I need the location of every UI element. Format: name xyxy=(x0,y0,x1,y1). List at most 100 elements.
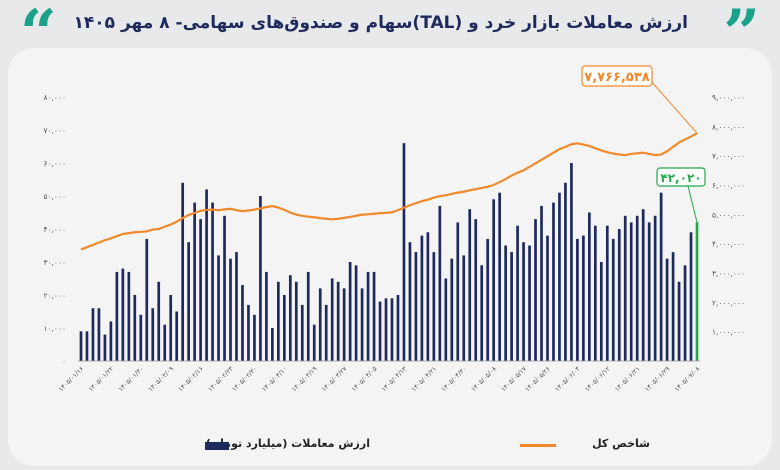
bar xyxy=(540,205,543,361)
bar xyxy=(641,209,645,361)
bar xyxy=(396,295,400,361)
x-tick-label: ۱۴۰۵/۰۴/۱۳ xyxy=(380,364,409,393)
chart-card xyxy=(8,48,772,466)
bar xyxy=(558,192,561,361)
x-tick-label: ۱۴۰۵/۰۴/۲۱ xyxy=(410,365,439,394)
bar xyxy=(474,219,478,361)
bar xyxy=(223,215,226,361)
bar xyxy=(378,301,382,361)
bar xyxy=(635,215,639,361)
x-tick-label: ۱۴۰۵/۰۵/۰۸ xyxy=(470,364,499,393)
bar xyxy=(306,271,310,361)
bar xyxy=(611,238,615,361)
bar xyxy=(193,202,196,361)
bar xyxy=(127,271,131,361)
x-tick-label: ۱۴۰۵/۰۷/۰۸ xyxy=(673,364,702,393)
y-left-tick-label: ۴۰,۰۰۰ xyxy=(43,225,66,234)
x-tick-label: ۱۴۰۵/۰۲/۱۶ xyxy=(177,365,206,394)
y-left-tick-label: ۶۰,۰۰۰ xyxy=(43,159,66,168)
bar xyxy=(462,255,466,361)
bar xyxy=(133,295,137,361)
bar xyxy=(480,265,484,361)
legend-bar-swatch xyxy=(205,442,229,450)
bar xyxy=(576,238,579,361)
y-right-tick-label: ۱,۰۰۰,۰۰۰ xyxy=(712,328,745,337)
bar xyxy=(139,314,143,361)
bar xyxy=(115,271,119,361)
bar xyxy=(235,252,238,361)
index-line xyxy=(80,132,698,251)
bar xyxy=(366,271,370,361)
bar xyxy=(288,275,292,361)
bar xyxy=(528,245,531,361)
bar xyxy=(271,328,274,361)
x-tick-label: ۱۴۰۵/۰۲/۰۹ xyxy=(147,364,176,393)
bar xyxy=(145,238,149,361)
bar xyxy=(504,245,507,361)
y-right-tick-label: ۹,۰۰۰,۰۰۰ xyxy=(712,93,745,102)
bar xyxy=(175,311,179,361)
x-tick-label: ۱۴۰۵/۰۱/۲۲ xyxy=(87,364,116,393)
bar xyxy=(91,308,95,361)
bar xyxy=(390,298,394,361)
bar xyxy=(510,252,513,361)
bar xyxy=(205,189,208,361)
bar xyxy=(617,229,621,361)
bar xyxy=(348,262,352,361)
x-tick-label: ۱۴۰۵/۰۶/۲۱ xyxy=(613,365,642,394)
legend-line-swatch xyxy=(520,444,556,447)
bar xyxy=(169,295,173,361)
bar xyxy=(103,334,107,361)
bar xyxy=(211,202,214,361)
bar xyxy=(384,298,388,361)
bar xyxy=(265,271,268,361)
y-right-tick-label: ۳,۰۰۰,۰۰۰ xyxy=(712,269,745,278)
legend-bar-label: ارزش معاملات (میلیارد تومان) xyxy=(205,437,370,450)
x-tick-label: ۱۴۰۵/۰۴/۳۰ xyxy=(440,365,469,394)
bar xyxy=(486,238,490,361)
bar-last xyxy=(695,222,699,361)
x-tick-label: ۱۴۰۵/۰۱/۳۰ xyxy=(117,365,146,394)
bar xyxy=(300,304,304,361)
bar xyxy=(689,232,693,361)
y-right-tick-label: ۸,۰۰۰,۰۰۰ xyxy=(712,122,745,131)
bar xyxy=(534,219,537,361)
y-left-tick-label: ۲۰,۰۰۰ xyxy=(43,291,66,300)
x-tick-label: ۱۴۰۵/۰۳/۱۰ xyxy=(260,365,289,394)
bar xyxy=(259,196,262,361)
x-tick-label: ۱۴۰۵/۰۵/۲۶ xyxy=(523,365,552,394)
bar xyxy=(181,182,185,361)
bar xyxy=(241,285,244,361)
bar xyxy=(593,225,597,361)
bar xyxy=(277,281,280,361)
bar xyxy=(599,262,603,361)
bar xyxy=(582,235,585,361)
x-tick-label: ۱۴۰۵/۰۲/۳۰ xyxy=(230,365,259,394)
index-callout-leader xyxy=(649,79,698,134)
bar xyxy=(247,304,250,361)
x-tick-label: ۱۴۰۵/۰۶/۰۴ xyxy=(553,364,582,393)
bar xyxy=(157,281,161,361)
bar xyxy=(336,281,340,361)
bar xyxy=(360,288,364,361)
x-tick-label: ۱۴۰۵/۰۳/۲۷ xyxy=(320,364,349,393)
y-left-tick-label: ۳۰,۰۰۰ xyxy=(43,258,66,267)
bar xyxy=(588,212,591,361)
bar xyxy=(121,268,125,361)
index-callout-box xyxy=(581,65,653,87)
bar xyxy=(199,219,202,361)
bar xyxy=(653,215,657,361)
y-right-tick-label: ۶,۰۰۰,۰۰۰ xyxy=(712,181,745,190)
bar xyxy=(498,192,501,361)
index-last-value-label: ۷,۷۶۶,۵۳۸ xyxy=(584,70,649,85)
y-left-tick-label: ۸۰,۰۰۰ xyxy=(43,93,66,102)
quote-close-icon: ” xyxy=(723,0,760,71)
bar xyxy=(677,281,681,361)
bar xyxy=(605,225,609,361)
bar xyxy=(330,278,334,361)
y-right-tick-label: ۷,۰۰۰,۰۰۰ xyxy=(712,152,745,161)
bar xyxy=(97,308,101,361)
bar xyxy=(85,331,89,361)
bar xyxy=(546,235,549,361)
